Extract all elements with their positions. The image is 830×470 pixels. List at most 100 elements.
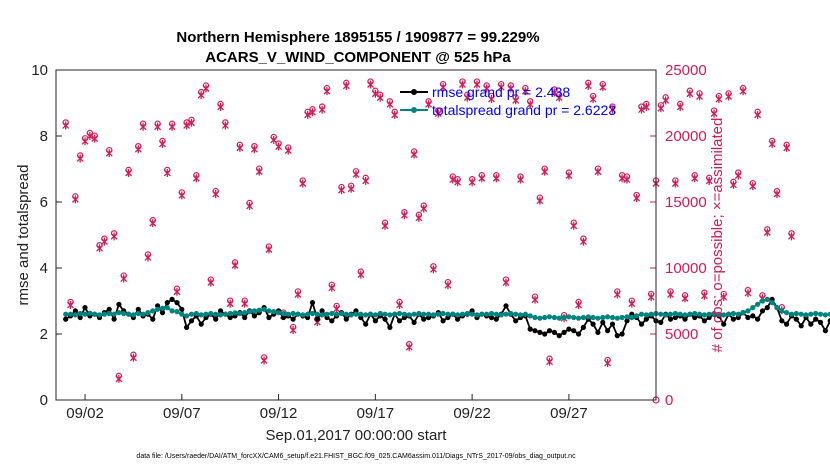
obs-assimilated-point <box>463 93 471 102</box>
obs-assimilated-point <box>502 278 510 287</box>
obs-assimilated-point <box>284 146 292 155</box>
rmse-point <box>135 306 141 312</box>
totalspread-point <box>595 315 601 321</box>
totalspread-point <box>687 311 693 317</box>
rmse-point <box>150 316 156 322</box>
obs-assimilated-point <box>105 149 113 158</box>
obs-assimilated-point <box>173 287 181 296</box>
rmse-point <box>440 318 446 324</box>
totalspread-point <box>387 312 393 318</box>
totalspread-point <box>251 308 257 314</box>
obs-assimilated-point <box>352 170 360 179</box>
totalspread-point <box>682 312 688 318</box>
totalspread-point <box>63 311 69 317</box>
obs-assimilated-point <box>570 221 578 230</box>
totalspread-point <box>488 310 495 317</box>
obs-assimilated-point <box>599 83 607 92</box>
rmse-point <box>314 316 320 322</box>
obs-assimilated-point <box>270 135 278 144</box>
totalspread-point <box>430 312 436 318</box>
obs-assimilated-point <box>149 219 157 228</box>
totalspread-point <box>721 312 727 318</box>
rmse-point <box>411 319 417 325</box>
rmse-point <box>213 316 219 322</box>
obs-assimilated-point <box>134 145 142 154</box>
rmse-point <box>179 306 185 312</box>
totalspread-point <box>745 308 751 314</box>
totalspread-point <box>764 296 770 302</box>
obs-assimilated-point <box>521 87 529 96</box>
totalspread-point <box>121 310 127 317</box>
obs-assimilated-point <box>565 171 573 180</box>
rmse-point <box>692 314 698 321</box>
totalspread-point <box>101 311 107 317</box>
obs-assimilated-point <box>729 180 737 189</box>
obs-assimilated-point <box>739 87 747 96</box>
rmse-point <box>542 331 548 337</box>
rmse-point <box>188 318 195 324</box>
totalspread-point <box>774 305 780 311</box>
obs-assimilated-point <box>536 196 544 205</box>
totalspread-point <box>672 310 679 317</box>
obs-assimilated-point <box>342 81 350 90</box>
totalspread-point <box>87 310 93 316</box>
rmse-point <box>793 316 799 322</box>
obs-assimilated-point <box>483 84 491 93</box>
rmse-point <box>503 303 509 309</box>
obs-assimilated-point <box>71 195 79 204</box>
totalspread-point <box>769 300 775 306</box>
obs-assimilated-point <box>449 175 457 184</box>
totalspread-point <box>658 311 664 317</box>
totalspread-point <box>266 308 272 314</box>
obs-assimilated-point <box>231 261 239 270</box>
totalspread-point <box>92 311 98 317</box>
obs-assimilated-point <box>396 300 404 309</box>
obs-assimilated-point <box>415 213 423 222</box>
chart-title-line1: Northern Hemisphere 1895155 / 1909877 = … <box>176 29 539 46</box>
rmse-point <box>372 318 378 324</box>
rmse-point <box>251 313 257 319</box>
obs-assimilated-point <box>671 179 679 188</box>
obs-assimilated-point <box>512 96 520 105</box>
obs-assimilated-point <box>299 179 307 188</box>
totalspread-point <box>367 311 374 317</box>
obs-assimilated-point <box>700 291 708 300</box>
totalspread-point <box>159 305 166 311</box>
totalspread-point <box>677 311 683 317</box>
obs-assimilated-point <box>768 139 776 148</box>
obs-assimilated-point <box>676 102 684 111</box>
obs-assimilated-point <box>405 343 413 352</box>
totalspread-point <box>648 311 654 317</box>
totalspread-point <box>706 311 712 317</box>
legend-rmse-marker <box>411 89 417 95</box>
totalspread-point <box>111 311 117 317</box>
x-tick-label: 09/02 <box>66 405 104 422</box>
totalspread-point <box>416 310 422 317</box>
totalspread-point <box>271 309 277 315</box>
totalspread-point <box>808 311 814 317</box>
totalspread-point <box>227 310 233 317</box>
rmse-point <box>488 314 495 321</box>
totalspread-point <box>440 310 446 317</box>
obs-assimilated-point <box>260 356 268 365</box>
totalspread-point <box>155 306 161 312</box>
totalspread-point <box>82 311 88 317</box>
rmse-point <box>750 313 756 319</box>
obs-assimilated-point <box>579 237 587 246</box>
obs-assimilated-point <box>773 190 781 199</box>
obs-assimilated-point <box>328 283 336 292</box>
obs-assimilated-point <box>367 80 374 89</box>
obs-assimilated-point <box>386 100 394 109</box>
totalspread-point <box>459 311 466 317</box>
obs-assimilated-point <box>347 184 355 193</box>
rmse-point <box>808 321 814 327</box>
obs-assimilated-point <box>304 110 312 119</box>
marks-group <box>62 78 830 404</box>
chart-title-line2: ACARS_V_WIND_COMPONENT @ 525 hPa <box>205 49 511 66</box>
rmse-point <box>701 318 708 324</box>
obs-assimilated-point <box>81 137 89 146</box>
obs-assimilated-point <box>584 81 592 90</box>
y-right-tick-label: 0 <box>665 392 673 409</box>
obs-assimilated-point <box>691 174 699 183</box>
